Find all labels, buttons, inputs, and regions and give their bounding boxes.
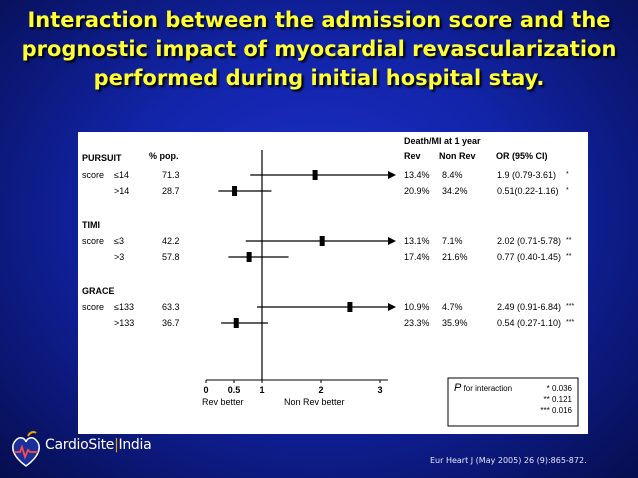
col-header-or: OR (95% CI) [496, 151, 548, 161]
interaction-value: * 0.036 [547, 384, 573, 393]
row-sig: ** [566, 237, 572, 244]
row-label: >3 [114, 252, 124, 262]
row-rev: 13.1% [404, 236, 430, 246]
row-rev: 13.4% [404, 170, 430, 180]
row-rev: 20.9% [404, 186, 430, 196]
logo-suffix: India [118, 437, 152, 453]
row-prefix: score [82, 302, 104, 312]
group-name: PURSUIT [82, 153, 122, 163]
ci-arrow [388, 237, 396, 245]
col-header-nonrev: Non Rev [439, 151, 476, 161]
x-right-label: Non Rev better [284, 397, 345, 407]
x-tick-label: 0 [203, 385, 208, 395]
logo-text: CardioSite|India [45, 437, 152, 453]
row-sig: *** [566, 319, 574, 326]
row-or-text: 1.9 (0.79-3.61) [497, 170, 556, 180]
point-estimate [347, 302, 353, 312]
col-header-pct: % pop. [149, 151, 179, 161]
interaction-label: P for interaction [454, 382, 512, 394]
point-estimate [312, 170, 318, 180]
point-estimate [233, 318, 239, 328]
logo-separator: | [114, 437, 119, 453]
heart-logo-icon [12, 431, 40, 467]
interaction-value: *** 0.016 [540, 406, 572, 415]
x-tick-label: 2 [318, 385, 323, 395]
group-name: GRACE [82, 286, 115, 296]
row-pct: 36.7 [162, 318, 180, 328]
interaction-box [447, 377, 579, 427]
row-sig: ** [566, 253, 572, 260]
row-or-text: 0.77 (0.40-1.45) [497, 252, 561, 262]
x-tick-label: 0.5 [228, 385, 241, 395]
row-nonrev: 35.9% [442, 318, 468, 328]
point-estimate [232, 186, 238, 196]
row-label: ≤133 [114, 302, 134, 312]
row-pct: 63.3 [162, 302, 180, 312]
slide-title: Interaction between the admission score … [21, 8, 617, 90]
row-sig: * [566, 187, 569, 194]
point-estimate [246, 252, 252, 262]
row-sig: * [566, 171, 569, 178]
row-sig: *** [566, 303, 574, 310]
outcome-title: Death/MI at 1 year [404, 136, 481, 146]
row-label: >133 [114, 318, 134, 328]
row-nonrev: 21.6% [442, 252, 468, 262]
row-nonrev: 34.2% [442, 186, 468, 196]
row-or-text: 2.02 (0.71-5.78) [497, 236, 561, 246]
group-name: TIMI [82, 220, 100, 230]
row-prefix: score [82, 236, 104, 246]
forest-plot-figure: Death/MI at 1 year Rev Non Rev OR (95% CI)%… [78, 132, 588, 434]
row-or-text: 0.54 (0.27-1.10) [497, 318, 561, 328]
row-label: ≤14 [114, 170, 129, 180]
col-header-rev: Rev [404, 151, 421, 161]
forest-plot: Death/MI at 1 year Rev Non Rev OR (95% CI)%… [82, 136, 579, 427]
x-left-label: Rev better [202, 397, 244, 407]
row-rev: 23.3% [404, 318, 430, 328]
row-or-text: 2.49 (0.91-6.84) [497, 302, 561, 312]
row-pct: 28.7 [162, 186, 180, 196]
interaction-value: ** 0.121 [544, 395, 573, 404]
point-estimate [319, 236, 325, 246]
row-nonrev: 7.1% [442, 236, 463, 246]
x-tick-label: 1 [259, 385, 264, 395]
ci-arrow [388, 303, 396, 311]
citation: Eur Heart J (May 2005) 26 (9):865-872. [430, 456, 587, 465]
cardiosite-logo: CardioSite|India [8, 430, 158, 470]
row-pct: 42.2 [162, 236, 180, 246]
row-pct: 71.3 [162, 170, 180, 180]
ci-arrow [388, 171, 396, 179]
row-rev: 10.9% [404, 302, 430, 312]
row-nonrev: 8.4% [442, 170, 463, 180]
row-rev: 17.4% [404, 252, 430, 262]
row-or-text: 0.51(0.22-1.16) [497, 186, 559, 196]
row-nonrev: 4.7% [442, 302, 463, 312]
x-tick-label: 3 [377, 385, 382, 395]
logo-brand: CardioSite [45, 437, 115, 453]
row-label: >14 [114, 186, 129, 196]
row-pct: 57.8 [162, 252, 180, 262]
row-label: ≤3 [114, 236, 124, 246]
row-prefix: score [82, 170, 104, 180]
